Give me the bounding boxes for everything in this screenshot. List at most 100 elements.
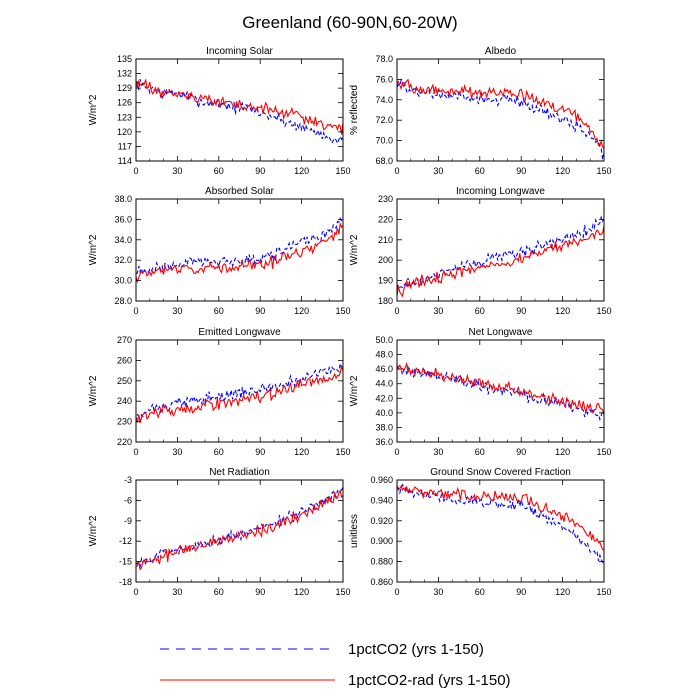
y-tick-label: 38.0	[114, 194, 132, 204]
y-tick-label: 0.920	[370, 516, 393, 526]
figure-title: Greenland (60-90N,60-20W)	[242, 13, 457, 32]
x-tick-label: 150	[335, 447, 350, 457]
y-axis-label: W/m^2	[349, 375, 360, 406]
x-tick-label: 0	[133, 447, 138, 457]
x-tick-label: 0	[394, 306, 399, 316]
plot-frame	[396, 479, 605, 583]
x-tick-label: 150	[335, 166, 350, 176]
y-tick-label: 30.0	[114, 276, 132, 286]
series-line-1pctco2	[396, 483, 605, 564]
x-tick-label: 60	[475, 306, 485, 316]
x-tick-label: 150	[335, 306, 350, 316]
x-tick-label: 0	[133, 306, 138, 316]
series-line-1pctco2-rad	[396, 484, 605, 551]
x-tick-label: 120	[294, 587, 309, 597]
plot-frame	[135, 339, 344, 443]
y-tick-label: 0.860	[370, 577, 393, 587]
panel-title: Net Longwave	[469, 327, 533, 338]
y-tick-label: 0.880	[370, 557, 393, 567]
panels: Incoming Solar 0 30 60 90 120 150 114 117 120 123 1…	[88, 46, 612, 597]
series-line-1pctco2-rad	[135, 221, 344, 284]
series-line-1pctco2	[135, 363, 344, 422]
plot-frame	[135, 198, 344, 302]
y-tick-label: 270	[117, 335, 132, 345]
x-tick-label: 0	[133, 166, 138, 176]
panel-7: Net Radiation 0 30 60 90 120 150 -18 -15 -12 -9 -6 -…	[88, 467, 351, 597]
y-tick-label: 36.0	[114, 214, 132, 224]
y-tick-label: 180	[378, 296, 393, 306]
x-tick-label: 90	[516, 166, 526, 176]
y-tick-label: 123	[117, 112, 132, 122]
y-tick-label: 68.0	[375, 156, 393, 166]
x-tick-label: 120	[294, 447, 309, 457]
series-line-1pctco2	[135, 78, 344, 145]
y-tick-label: 76.0	[375, 74, 393, 84]
x-tick-label: 90	[516, 447, 526, 457]
y-tick-label: -15	[119, 557, 132, 567]
y-tick-label: 46.0	[375, 364, 393, 374]
y-tick-label: -18	[119, 577, 132, 587]
panel-8: Ground Snow Covered Fraction 0 30 60 90 120 15…	[349, 467, 612, 597]
legend-label: 1pctCO2 (yrs 1-150)	[348, 641, 484, 658]
legend-label: 1pctCO2-rad (yrs 1-150)	[348, 672, 511, 689]
y-tick-label: 240	[117, 396, 132, 406]
panel-title: Incoming Solar	[206, 46, 273, 57]
x-tick-label: 0	[394, 166, 399, 176]
y-tick-label: -9	[124, 516, 132, 526]
y-axis-label: W/m^2	[88, 94, 99, 125]
x-tick-label: 90	[255, 587, 265, 597]
x-tick-label: 60	[214, 447, 224, 457]
x-tick-label: 30	[172, 447, 182, 457]
x-tick-label: 30	[172, 166, 182, 176]
y-tick-label: 36.0	[375, 437, 393, 447]
panel-title: Absorbed Solar	[205, 186, 275, 197]
x-tick-label: 30	[433, 306, 443, 316]
y-axis-label: unitless	[349, 514, 360, 548]
y-tick-label: 38.0	[375, 422, 393, 432]
x-tick-label: 90	[516, 306, 526, 316]
y-tick-label: 50.0	[375, 335, 393, 345]
y-tick-label: 250	[117, 376, 132, 386]
y-tick-label: 120	[117, 127, 132, 137]
x-tick-label: 30	[433, 587, 443, 597]
x-tick-label: 120	[555, 306, 570, 316]
y-tick-label: 260	[117, 355, 132, 365]
x-tick-label: 60	[475, 166, 485, 176]
y-tick-label: 230	[378, 194, 393, 204]
plot-frame	[396, 198, 605, 302]
panel-5: Emitted Longwave 0 30 60 90 120 150 220 230 240 25…	[88, 327, 351, 457]
x-tick-label: 0	[133, 587, 138, 597]
x-tick-label: 90	[255, 306, 265, 316]
y-tick-label: 42.0	[375, 393, 393, 403]
y-tick-label: -6	[124, 495, 132, 505]
x-tick-label: 120	[294, 166, 309, 176]
y-axis-label: W/m^2	[88, 234, 99, 265]
y-tick-label: 117	[118, 141, 132, 151]
x-tick-label: 120	[555, 166, 570, 176]
y-tick-label: 70.0	[375, 136, 393, 146]
series-line-1pctco2-rad	[135, 79, 344, 135]
y-tick-label: 44.0	[375, 379, 393, 389]
panel-1: Incoming Solar 0 30 60 90 120 150 114 117 120 123 1…	[88, 46, 351, 176]
plot-frame	[396, 339, 605, 443]
x-tick-label: 150	[596, 447, 611, 457]
x-tick-label: 30	[433, 447, 443, 457]
series-line-1pctco2-rad	[396, 78, 605, 149]
y-tick-label: 34.0	[114, 235, 132, 245]
y-tick-label: 78.0	[375, 54, 393, 64]
y-tick-label: 132	[117, 69, 132, 79]
plot-frame	[135, 479, 344, 583]
y-axis-label: % reflected	[349, 85, 360, 135]
y-tick-label: 220	[378, 214, 393, 224]
x-tick-label: 0	[394, 587, 399, 597]
x-tick-label: 150	[596, 166, 611, 176]
x-tick-label: 30	[433, 166, 443, 176]
legend: 1pctCO2 (yrs 1-150) 1pctCO2-rad (yrs 1-15…	[160, 641, 511, 689]
y-tick-label: 40.0	[375, 408, 393, 418]
y-axis-label: W/m^2	[88, 375, 99, 406]
x-tick-label: 120	[555, 587, 570, 597]
y-tick-label: 210	[378, 235, 393, 245]
y-axis-label: W/m^2	[349, 234, 360, 265]
x-tick-label: 30	[172, 587, 182, 597]
y-tick-label: 28.0	[114, 296, 132, 306]
